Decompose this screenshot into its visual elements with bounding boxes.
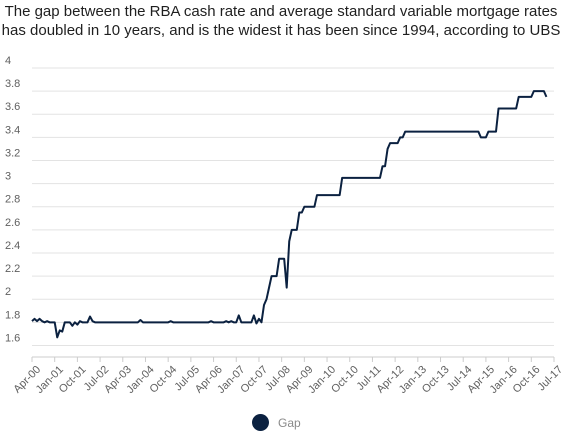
y-tick-label: 2.4 <box>5 240 20 252</box>
legend-label-gap: Gap <box>278 415 301 430</box>
grid-lines <box>32 67 554 346</box>
series-layer <box>31 90 548 339</box>
y-tick-label: 3.4 <box>5 124 20 136</box>
series-line-gap[interactable] <box>31 90 548 339</box>
y-tick-label: 2 <box>5 286 11 298</box>
y-tick-label: 3.8 <box>5 78 20 90</box>
legend-swatch-gap <box>252 414 269 431</box>
y-tick-label: 2.6 <box>5 217 20 229</box>
x-tick-label: Jul-17 <box>536 364 562 394</box>
y-tick-label: 3 <box>5 171 11 183</box>
chart-title-line-2: has doubled in 10 years, and is the wide… <box>1 22 561 39</box>
chart-title-line-1: The gap between the RBA cash rate and av… <box>4 3 558 20</box>
y-axis: 1.6 1.8 2 2.2 2.4 2.6 2.8 3 3.2 3.4 3.6 3.8 4 <box>5 55 20 344</box>
y-tick-label: 2.8 <box>5 194 20 206</box>
y-tick-label: 3.6 <box>5 101 20 113</box>
y-tick-label: 1.6 <box>5 332 20 344</box>
y-tick-label: 2.2 <box>5 263 20 275</box>
chart-title: The gap between the RBA cash rate and av… <box>0 2 562 40</box>
y-tick-label: 1.8 <box>5 309 20 321</box>
x-axis: Apr-00Jan-01Oct-01Jul-02Apr-03Jan-04Oct-… <box>11 356 562 396</box>
legend[interactable]: Gap <box>252 414 301 431</box>
y-tick-label: 3.2 <box>5 147 20 159</box>
y-tick-label: 4 <box>5 55 11 67</box>
